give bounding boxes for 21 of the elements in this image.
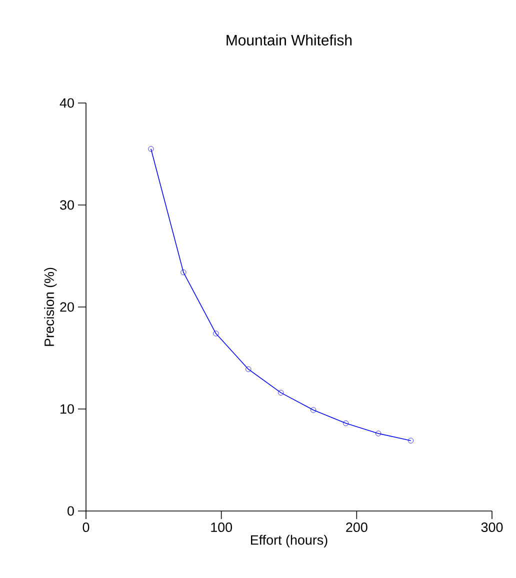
x-tick-label: 100: [211, 522, 232, 532]
point: [343, 420, 349, 426]
x-tick-label: 0: [82, 522, 90, 532]
y-tick-label: 20: [60, 302, 74, 312]
point: [213, 330, 219, 336]
y-tick-label: 30: [60, 200, 74, 210]
y-tick-label: 0: [68, 506, 74, 516]
x-tick-label: 200: [346, 522, 368, 532]
y-axis-title: Precision (%): [44, 268, 57, 346]
point: [148, 146, 154, 152]
x-tick-label: 300: [481, 522, 503, 532]
point: [180, 270, 186, 276]
point: [408, 438, 414, 444]
y-tick-label: 40: [60, 98, 74, 108]
x-axis-title: Effort (hours): [250, 534, 328, 548]
point: [246, 366, 252, 372]
point: [376, 430, 382, 436]
chart-title: Mountain Whitefish: [226, 34, 352, 46]
y-tick-label: 10: [60, 404, 74, 414]
point: [310, 407, 316, 413]
point: [278, 390, 284, 396]
